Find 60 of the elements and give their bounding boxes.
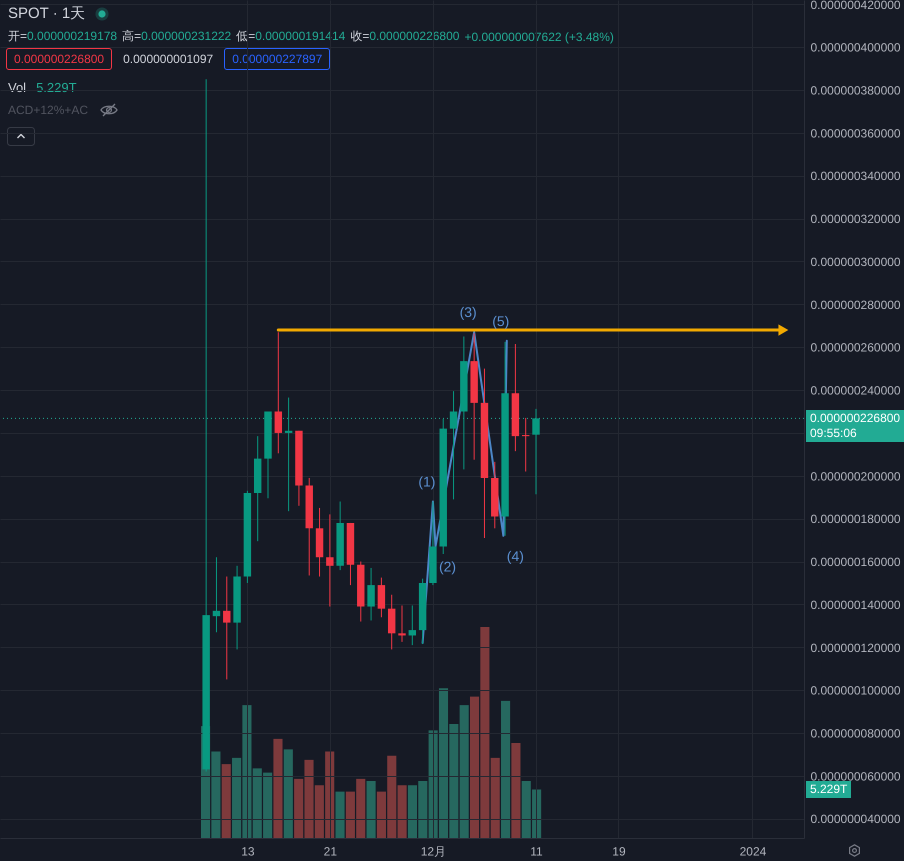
annotation: 低=0.000000191414 xyxy=(236,28,346,45)
annotation: (2) xyxy=(438,558,456,575)
bar xyxy=(273,738,283,838)
y-tick-label: 0.000000320000 xyxy=(810,212,901,226)
annotation: (1) xyxy=(418,474,436,490)
y-tick-label: 0.000000240000 xyxy=(810,384,901,398)
y-tick-label: 0.000000300000 xyxy=(810,254,901,269)
annotation: 开=0.000000219178 xyxy=(8,28,118,45)
candlestick xyxy=(367,567,375,621)
annotation: (3) xyxy=(460,304,477,320)
y-tick-label: 0.000000340000 xyxy=(810,169,901,184)
candlestick xyxy=(522,417,530,472)
y-tick-label: 0.000000200000 xyxy=(810,469,901,484)
x-tick-label: 13 xyxy=(241,844,255,858)
annotation: 收=0.000000226800 xyxy=(350,28,460,45)
y-tick-label: 0.000000380000 xyxy=(810,84,901,98)
y-tick-label: 0.000000040000 xyxy=(810,812,901,826)
bar xyxy=(284,749,293,838)
annotation: 0.000000001097 xyxy=(122,51,214,68)
y-tick-label: 0.000000160000 xyxy=(810,555,901,570)
x-tick-label: 19 xyxy=(612,844,626,858)
candlestick xyxy=(223,576,230,680)
annotation: +0.000000007622 (+3.48%) xyxy=(464,30,614,44)
y-tick-label: 0.000000060000 xyxy=(810,769,901,784)
candlestick xyxy=(450,390,458,500)
x-tick-label: 21 xyxy=(324,844,338,858)
y-tick-label: 0.000000180000 xyxy=(810,512,901,526)
y-tick-label: 0.000000080000 xyxy=(810,726,901,740)
candlestick xyxy=(378,577,386,618)
bar xyxy=(222,764,231,838)
chart-title: SPOT · 1天 xyxy=(8,4,86,23)
candlestick xyxy=(326,514,334,608)
annotation: (4) xyxy=(506,548,524,564)
y-tick-label: 0.000000360000 xyxy=(810,126,901,140)
y-tick-label: 0.000000420000 xyxy=(810,0,901,12)
annotation: 0.000000226800 xyxy=(6,48,112,70)
y-tick-label: 0.000000100000 xyxy=(810,684,901,698)
annotation: 0.000000227897 xyxy=(224,48,330,70)
candlestick xyxy=(532,408,540,495)
y-tick-label: 0.000000140000 xyxy=(810,598,901,612)
y-tick-label: 0.000000400000 xyxy=(810,40,901,55)
y-tick-label: 0.000000260000 xyxy=(810,340,901,355)
x-tick-label: 2024 xyxy=(740,844,767,858)
annotation: (5) xyxy=(492,312,510,329)
text: 09:55:06 xyxy=(810,426,858,442)
ref-line-label: 0.000000226800 xyxy=(810,411,900,426)
x-tick-label: 12月 xyxy=(420,844,446,858)
annotation: ACD+12%+AC xyxy=(8,103,88,117)
y-tick-label: 0.000000280000 xyxy=(810,298,901,312)
candlestick xyxy=(284,397,292,512)
candlestick xyxy=(274,332,282,454)
y-tick-label: 0.000000120000 xyxy=(810,640,901,655)
bar xyxy=(335,792,345,838)
x-tick-label: 11 xyxy=(530,844,544,858)
candlestick xyxy=(408,604,416,646)
bar xyxy=(511,743,520,838)
text: 5.229T xyxy=(810,782,848,798)
bar xyxy=(501,700,510,838)
bar xyxy=(366,781,376,838)
annotation: 高=0.000000231222 xyxy=(122,28,232,45)
